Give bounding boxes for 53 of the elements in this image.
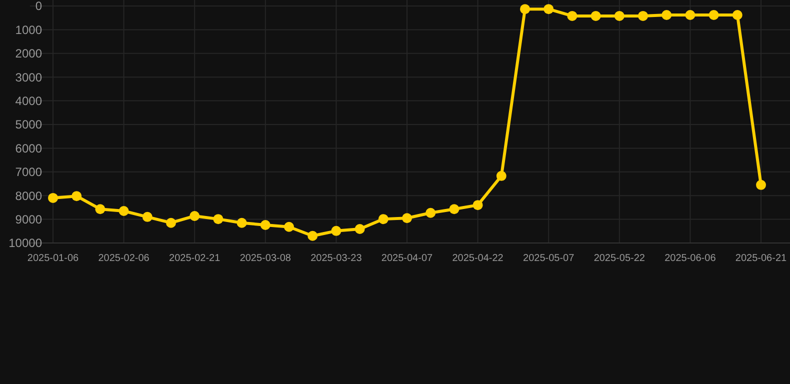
point [402, 213, 412, 224]
x-tick-label: 2025-06-06 [664, 253, 716, 264]
point [236, 218, 247, 228]
point [213, 214, 224, 224]
point [308, 230, 318, 241]
y-tick-label: 7000 [15, 165, 42, 180]
y-tick-label: 2000 [15, 46, 42, 61]
point [72, 191, 82, 202]
point [48, 192, 58, 203]
y-tick-label: 4000 [15, 94, 42, 108]
point [756, 180, 766, 190]
x-tick-label: 2025-05-07 [523, 253, 575, 264]
y-tick-label: 8000 [15, 188, 42, 203]
point [95, 204, 106, 214]
point [190, 210, 200, 221]
x-tick-label: 2025-06-21 [735, 253, 788, 264]
y-tick-label: 5000 [15, 118, 42, 132]
point [449, 204, 460, 214]
y-tick-label: 6000 [15, 141, 42, 156]
point [426, 208, 436, 218]
point [590, 10, 601, 21]
point [544, 4, 554, 14]
point [614, 10, 624, 21]
point [638, 10, 648, 21]
point [284, 222, 294, 232]
x-tick-label: 2025-02-06 [98, 253, 150, 264]
x-tick-label: 2025-03-08 [240, 253, 292, 264]
point [166, 218, 176, 228]
point [685, 10, 696, 20]
y-tick-label: 10000 [8, 236, 42, 250]
point [142, 212, 152, 222]
point [520, 4, 530, 14]
point [378, 214, 388, 224]
point [260, 220, 270, 230]
y-tick-label: 1000 [15, 22, 42, 37]
point [331, 226, 342, 236]
point [472, 200, 483, 210]
x-tick-label: 2025-04-07 [381, 253, 434, 264]
x-tick-label: 2025-02-21 [169, 253, 221, 264]
point [662, 10, 672, 20]
x-tick-label: 2025-03-23 [310, 253, 362, 264]
point [732, 10, 742, 20]
x-tick-label: 2025-01-06 [27, 253, 80, 264]
x-tick-label: 2025-04-22 [452, 253, 504, 264]
y-tick-label: 0 [35, 0, 42, 14]
point [496, 170, 506, 181]
y-tick-label: 9000 [15, 212, 42, 226]
point [118, 206, 129, 216]
point [354, 224, 365, 234]
point [567, 10, 578, 21]
y-tick-label: 3000 [15, 70, 42, 84]
x-tick-label: 2025-05-22 [594, 253, 646, 264]
point [708, 10, 719, 20]
